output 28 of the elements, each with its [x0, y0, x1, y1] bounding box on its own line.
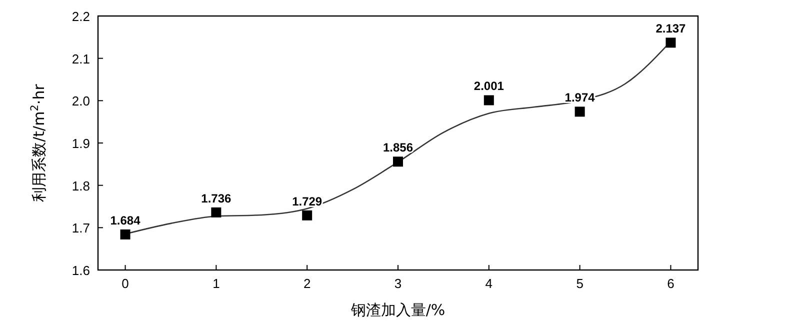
- x-tick-label: 6: [667, 276, 674, 291]
- x-axis-title: 钢渣加入量/%: [350, 301, 446, 319]
- data-label: 2.137: [656, 22, 686, 36]
- y-tick-label: 1.9: [72, 136, 90, 151]
- y-tick-label: 1.7: [72, 220, 90, 236]
- point: [302, 210, 312, 220]
- y-tick-label: 1.6: [72, 263, 90, 278]
- y-tick-label: 2.2: [72, 9, 90, 24]
- point: [574, 106, 585, 117]
- point: [393, 156, 403, 167]
- x-tick-label: 2: [303, 276, 311, 291]
- y-tick-label: 2.0: [72, 94, 90, 109]
- data-label: 1.729: [292, 194, 322, 208]
- data-label: 1.736: [201, 191, 232, 206]
- x-tick-label: 0: [122, 276, 129, 291]
- point: [120, 229, 130, 240]
- x-tick-label: 4: [485, 276, 493, 291]
- point: [484, 95, 494, 106]
- data-label: 2.001: [474, 79, 504, 94]
- y-tick-label: 2.1: [72, 51, 90, 66]
- point: [666, 38, 676, 48]
- point: [211, 207, 222, 218]
- x-tick-label: 1: [212, 276, 220, 291]
- x-tick-label: 3: [394, 276, 402, 291]
- y-tick-label: 1.8: [72, 178, 90, 194]
- data-label: 1.856: [382, 140, 414, 155]
- x-tick-label: 5: [576, 276, 584, 291]
- data-label: 1.684: [110, 213, 141, 228]
